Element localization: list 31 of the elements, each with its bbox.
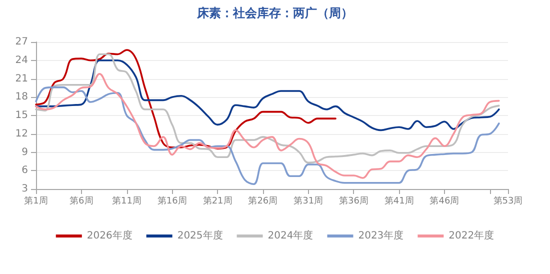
y-tick-label: 12	[15, 128, 28, 140]
legend-label: 2025年度	[177, 230, 223, 242]
y-tick-label: 21	[15, 73, 28, 84]
line-series	[35, 59, 500, 132]
x-tick-label: 第11周	[112, 196, 142, 206]
y-tick-label: 15	[15, 110, 28, 121]
x-tick-label: 第31周	[294, 196, 324, 206]
legend-label: 2024年度	[268, 230, 314, 242]
x-tick-label: 第26周	[248, 196, 278, 206]
x-tick-label: 第53周	[493, 196, 523, 206]
legend-label: 2023年度	[358, 230, 404, 242]
chart-title: 床素：社会库存：两广（周）	[196, 6, 353, 20]
x-tick-label: 第6周	[70, 196, 94, 206]
line-series	[35, 53, 500, 164]
line-series	[35, 86, 500, 185]
line-series	[35, 72, 500, 179]
x-tick-label: 第46周	[430, 196, 460, 206]
y-tick-label: 9	[22, 146, 28, 158]
y-tick-label: 27	[15, 36, 28, 48]
x-tick-label: 第1周	[24, 196, 48, 206]
x-tick-label: 第41周	[384, 196, 414, 206]
x-tick-label: 第36周	[338, 196, 368, 206]
y-tick-label: 24	[15, 54, 28, 66]
y-tick-label: 18	[15, 92, 28, 103]
y-tick-label: 3	[22, 184, 28, 194]
y-tick-label: 6	[22, 165, 28, 176]
legend-label: 2022年度	[448, 230, 494, 242]
x-tick-label: 第16周	[157, 196, 187, 206]
legend-label: 2026年度	[86, 230, 132, 242]
x-tick-label: 第21周	[202, 196, 232, 206]
line-series	[35, 49, 336, 150]
